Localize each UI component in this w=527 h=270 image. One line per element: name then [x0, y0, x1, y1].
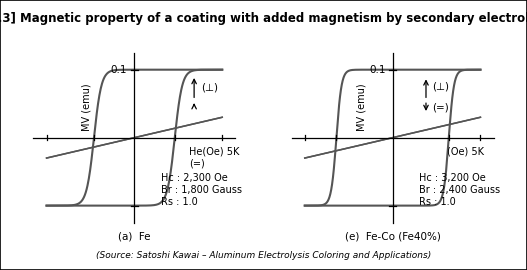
Text: (⊥): (⊥)	[432, 81, 449, 91]
Text: 0.1: 0.1	[111, 65, 128, 75]
Text: [Fig.3] Magnetic property of a coating with added magnetism by secondary electro: [Fig.3] Magnetic property of a coating w…	[0, 12, 527, 25]
Text: (⊥): (⊥)	[201, 83, 218, 93]
Text: MV (emu): MV (emu)	[81, 83, 91, 131]
Text: (Oe) 5K: (Oe) 5K	[447, 147, 484, 157]
Text: 0.1: 0.1	[369, 65, 386, 75]
Text: Rs : 1.0: Rs : 1.0	[419, 197, 456, 207]
Text: He(Oe) 5K: He(Oe) 5K	[189, 147, 239, 157]
Text: (=): (=)	[189, 159, 204, 169]
Text: Br : 1,800 Gauss: Br : 1,800 Gauss	[161, 185, 242, 195]
Text: Hc : 3,200 Oe: Hc : 3,200 Oe	[419, 173, 486, 183]
Text: MV (emu): MV (emu)	[357, 83, 367, 131]
Text: Br : 2,400 Gauss: Br : 2,400 Gauss	[419, 185, 500, 195]
Text: (Source: Satoshi Kawai – Aluminum Electrolysis Coloring and Applications): (Source: Satoshi Kawai – Aluminum Electr…	[96, 251, 431, 260]
Text: (a)  Fe: (a) Fe	[118, 231, 151, 241]
Text: Rs : 1.0: Rs : 1.0	[161, 197, 198, 207]
Text: (=): (=)	[432, 102, 449, 112]
Text: Hc : 2,300 Oe: Hc : 2,300 Oe	[161, 173, 228, 183]
Text: (e)  Fe-Co (Fe40%): (e) Fe-Co (Fe40%)	[345, 231, 441, 241]
